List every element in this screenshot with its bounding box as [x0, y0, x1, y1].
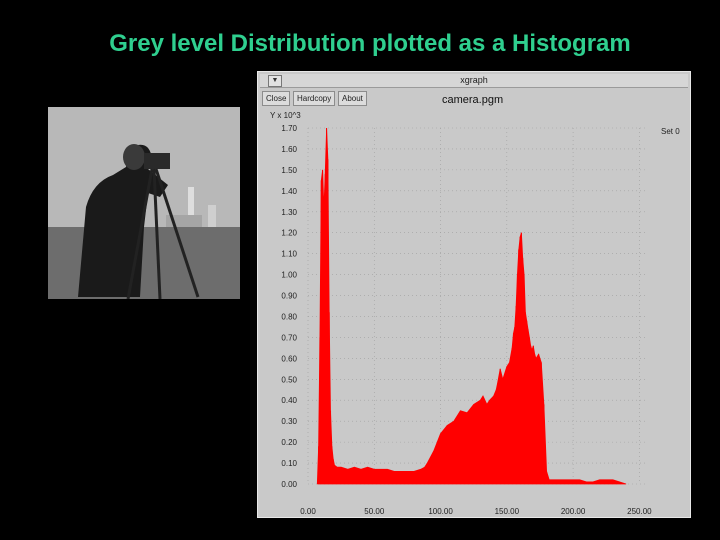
x-tick-label: 250.00: [627, 507, 652, 516]
series-layer: [316, 127, 627, 485]
y-tick-label: 1.20: [281, 229, 297, 238]
y-tick-label: 1.30: [281, 208, 297, 217]
y-tick-label: 1.70: [281, 124, 297, 133]
window-titlebar: ▼ xgraph: [260, 74, 688, 88]
y-tick-label: 0.30: [281, 417, 297, 426]
y-tick-label: 0.50: [281, 375, 297, 384]
y-tick-label: 0.20: [281, 438, 297, 447]
y-tick-label: 0.00: [281, 480, 297, 489]
y-tick-label: 1.00: [281, 271, 297, 280]
close-button[interactable]: Close: [262, 91, 291, 106]
legend-label: Set 0: [661, 127, 680, 136]
x-tick-label: 200.00: [561, 507, 586, 516]
y-axis-label: Y x 10^3: [270, 111, 301, 120]
y-tick-label: 1.60: [281, 145, 297, 154]
x-tick-label: 0.00: [300, 507, 316, 516]
y-tick-label: 0.90: [281, 292, 297, 301]
window-menu-icon[interactable]: ▼: [268, 75, 282, 87]
cameraman-photo: [48, 107, 240, 299]
x-tick-label: 150.00: [495, 507, 520, 516]
histogram-series-area: [316, 127, 627, 485]
axis-layer: 0.00 0.10 0.20 0.30 0.40 0.50 0.60 0.70 0.80 0.90…: [281, 124, 652, 516]
y-tick-label: 1.10: [281, 250, 297, 259]
x-tick-label: 100.00: [428, 507, 453, 516]
y-tick-label: 0.60: [281, 354, 297, 363]
y-tick-label: 1.50: [281, 166, 297, 175]
y-tick-label: 1.40: [281, 187, 297, 196]
slide-title: Grey level Distribution plotted as a His…: [109, 30, 631, 57]
plot-title: camera.pgm: [442, 94, 504, 106]
about-button[interactable]: About: [338, 91, 367, 106]
y-tick-label: 0.10: [281, 459, 297, 468]
window-title: xgraph: [460, 75, 488, 85]
y-tick-label: 0.70: [281, 333, 297, 342]
hardcopy-button[interactable]: Hardcopy: [293, 91, 336, 106]
y-tick-label: 0.40: [281, 396, 297, 405]
x-tick-label: 50.00: [364, 507, 385, 516]
y-tick-label: 0.80: [281, 312, 297, 321]
